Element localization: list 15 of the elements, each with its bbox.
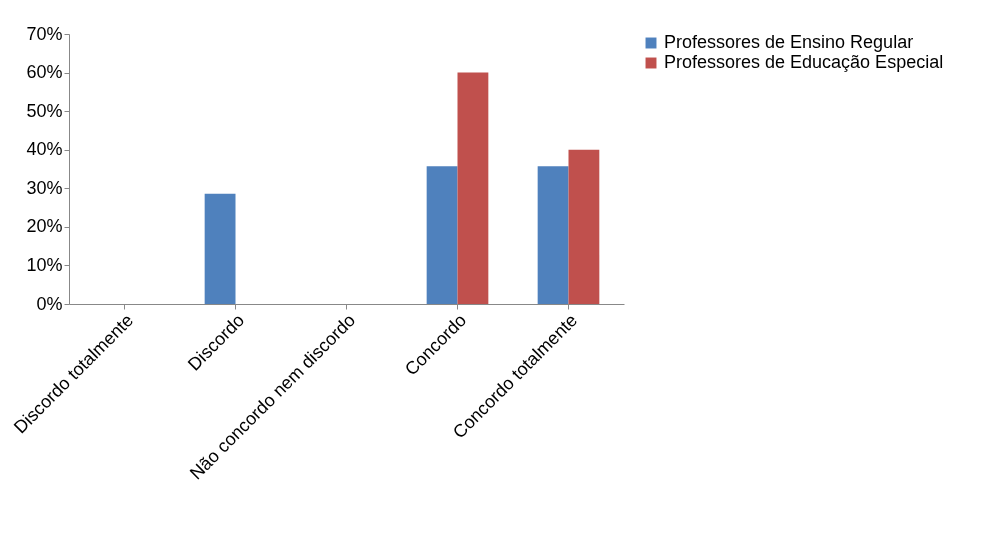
legend-label: Professores de Ensino Regular [664, 32, 914, 52]
y-tick-label: 30% [26, 177, 63, 198]
y-tick-label: 0% [36, 293, 63, 314]
y-tick-label: 50% [26, 100, 63, 121]
y-tick-label: 60% [26, 62, 63, 83]
bar [537, 166, 569, 304]
bar [457, 72, 489, 304]
y-tick-label: 40% [26, 139, 63, 160]
y-tick-label: 10% [26, 254, 63, 275]
y-tick-label: 20% [26, 216, 63, 237]
bar [568, 149, 600, 304]
bar [204, 193, 236, 304]
legend-label: Professores de Educação Especial [664, 52, 944, 72]
bar [426, 166, 458, 304]
y-tick-label: 70% [26, 23, 63, 44]
